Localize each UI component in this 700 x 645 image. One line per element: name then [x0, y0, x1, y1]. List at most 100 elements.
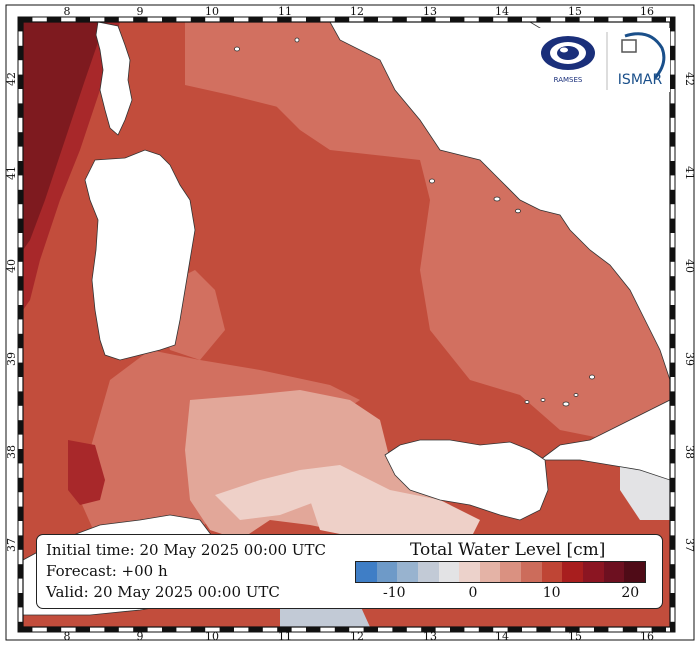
frame-segment	[651, 17, 666, 22]
frame-segment	[18, 218, 23, 233]
frame-segment	[670, 391, 675, 406]
frame-segment	[18, 593, 23, 608]
colorbar-bin	[459, 562, 480, 582]
frame-segment	[334, 17, 350, 22]
frame-segment	[18, 161, 23, 176]
colorbar	[355, 561, 646, 583]
frame-segment	[670, 477, 675, 493]
frame-segment	[18, 477, 23, 493]
frame-segment	[565, 627, 580, 632]
longitude-tick-label: 8	[64, 5, 71, 18]
frame-segment	[670, 103, 675, 118]
frame-segment	[306, 627, 321, 632]
colorbar-bin	[521, 562, 542, 582]
frame-segment	[594, 627, 609, 632]
ramses-logo-icon: RAMSES ISMAR	[541, 32, 666, 90]
frame-segment	[162, 627, 177, 632]
legend-title: Total Water Level [cm]	[410, 540, 606, 560]
latitude-tick-label: 39	[5, 352, 18, 366]
frame-segment	[18, 420, 23, 435]
colorbar-bin	[376, 562, 398, 582]
frame-segment	[190, 627, 206, 632]
colorbar-tick-label: 10	[542, 585, 561, 601]
latitude-tick-label: 42	[5, 72, 18, 86]
frame-segment	[450, 17, 465, 22]
frame-segment	[670, 247, 675, 262]
longitude-tick-label: 8	[64, 630, 71, 643]
frame-segment	[18, 362, 23, 377]
longitude-tick-label: 12	[350, 630, 364, 643]
frame-segment	[219, 17, 234, 22]
frame-segment	[18, 564, 23, 579]
colorbar-tick-label: 0	[468, 585, 478, 601]
frame-segment	[651, 627, 666, 632]
frame-segment	[670, 74, 675, 89]
latitude-tick-label: 37	[5, 538, 18, 552]
frame-segment	[670, 420, 675, 435]
frame-segment	[670, 535, 675, 550]
frame-segment	[18, 189, 23, 205]
longitude-tick-label: 10	[205, 630, 219, 643]
frame-segment	[622, 17, 638, 22]
frame-segment	[18, 449, 23, 464]
frame-segment	[75, 627, 90, 632]
latitude-tick-label: 39	[683, 352, 696, 366]
colorbar-bin	[500, 562, 522, 582]
frame-segment	[507, 627, 522, 632]
frame-segment	[306, 17, 321, 22]
frame-segment	[594, 17, 609, 22]
frame-segment	[670, 189, 675, 205]
ramses-logo-text: RAMSES	[554, 76, 583, 84]
frame-segment	[670, 362, 675, 377]
colorbar-bin	[583, 562, 604, 582]
frame-segment	[670, 449, 675, 464]
latitude-labels-left: 42 41 40 39 38 37	[5, 72, 18, 552]
frame-segment	[18, 506, 23, 521]
frame-segment	[18, 391, 23, 406]
frame-segment	[363, 627, 378, 632]
logos: RAMSES ISMAR	[530, 28, 670, 92]
frame-segment	[536, 17, 551, 22]
longitude-tick-label: 11	[278, 5, 292, 18]
frame-segment	[507, 17, 522, 22]
colorbar-tick-label: 20	[621, 585, 640, 601]
frame-segment	[104, 627, 119, 632]
frame-segment	[219, 627, 234, 632]
frame-segment	[277, 17, 292, 22]
longitude-tick-label: 15	[568, 630, 582, 643]
longitude-tick-label: 13	[423, 5, 437, 18]
latitude-labels-right: 42 41 40 39 38 37	[683, 72, 696, 552]
frame-segment	[670, 333, 675, 349]
frame-segment	[18, 103, 23, 118]
frame-segment	[18, 74, 23, 89]
colorbar-bin	[438, 562, 460, 582]
frame-segment	[18, 535, 23, 550]
frame-segment	[334, 627, 350, 632]
frame-segment	[670, 17, 675, 32]
latitude-tick-label: 41	[5, 166, 18, 180]
frame-segment	[478, 17, 494, 22]
latitude-tick-label: 40	[5, 259, 18, 273]
valid-time: Valid: 20 May 2025 00:00 UTC	[46, 583, 280, 601]
frame-segment	[670, 593, 675, 608]
frame-segment	[18, 17, 23, 32]
frame-segment	[18, 247, 23, 262]
frame-segment	[670, 506, 675, 521]
longitude-tick-label: 16	[640, 5, 654, 18]
frame-segment	[392, 627, 407, 632]
colorbar-bin	[417, 562, 439, 582]
frame-segment	[248, 17, 263, 22]
latitude-tick-label: 40	[683, 259, 696, 273]
frame-segment	[18, 276, 23, 291]
ismar-logo-text: ISMAR	[618, 72, 663, 88]
latitude-tick-label: 42	[683, 72, 696, 86]
longitude-tick-label: 9	[137, 630, 144, 643]
frame-segment	[133, 17, 148, 22]
frame-segment	[104, 17, 119, 22]
longitude-tick-label: 14	[495, 630, 509, 643]
frame-segment	[248, 627, 263, 632]
frame-segment	[622, 627, 638, 632]
latitude-tick-label: 37	[683, 538, 696, 552]
longitude-tick-label: 9	[137, 5, 144, 18]
colorbar-bin	[397, 562, 418, 582]
